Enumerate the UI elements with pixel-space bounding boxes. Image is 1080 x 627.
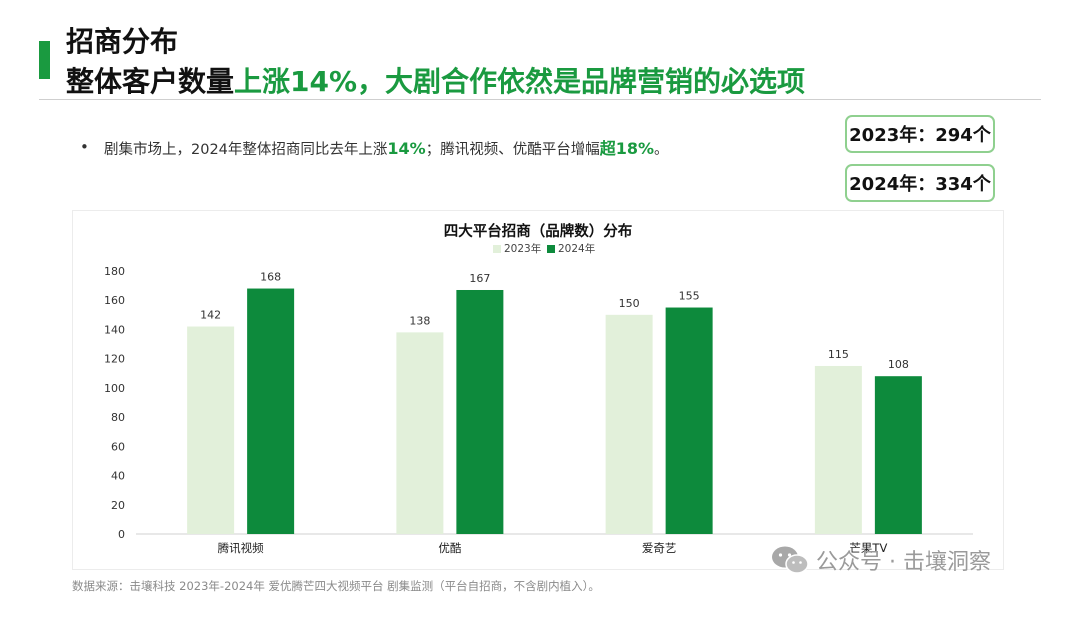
bullet-text-part2: ；腾讯视频、优酷平台增幅 <box>425 142 600 158</box>
bar-2023 <box>187 326 235 534</box>
chart-title: 四大平台招商（品牌数）分布 <box>444 222 633 240</box>
bar-data-label: 150 <box>619 297 640 310</box>
bar-chart: 四大平台招商（品牌数）分布 2023年 2024年 0 20 40 60 80 100 120 14… <box>104 222 973 555</box>
watermark: 公众号 · 击壤洞察 <box>770 544 991 576</box>
legend-label-1: 2023年 <box>504 242 541 255</box>
bar-data-label: 155 <box>679 290 700 303</box>
legend-swatch-1 <box>493 245 501 253</box>
y-tick-label: 40 <box>111 470 125 483</box>
header-divider <box>39 99 1041 100</box>
x-category-label: 优酷 <box>438 541 461 555</box>
bar-data-label: 115 <box>828 348 849 361</box>
bar-data-label: 142 <box>200 309 221 322</box>
x-category-label: 腾讯视频 <box>218 541 264 555</box>
legend-swatch-2 <box>547 245 555 253</box>
subtitle-prefix: 整体客户数量 <box>66 65 235 98</box>
y-tick-label: 160 <box>104 294 125 307</box>
bullet-highlight-1: 14% <box>387 139 426 158</box>
y-tick-label: 120 <box>104 353 125 366</box>
y-tick-label: 80 <box>111 411 125 424</box>
source-footnote: 数据来源：击壤科技 2023年-2024年 爱优腾芒四大视频平台 剧集监测（平台… <box>72 579 600 593</box>
stat-box-2024: 2024年：334个 <box>845 164 995 202</box>
y-tick-label: 60 <box>111 440 125 453</box>
bullet-marker: • <box>80 138 89 156</box>
subtitle-highlight: 上涨14%，大剧合作依然是品牌营销的必选项 <box>234 65 806 98</box>
bar-2024 <box>874 376 922 534</box>
bar-2024 <box>665 307 713 534</box>
stat-box-2023: 2023年：294个 <box>845 115 995 153</box>
bar-data-label: 108 <box>888 358 909 371</box>
y-tick-label: 180 <box>104 265 125 278</box>
legend-label-2: 2024年 <box>558 242 595 255</box>
wechat-icon <box>772 546 809 574</box>
page-title: 招商分布 <box>66 25 179 58</box>
bar-2024 <box>247 288 295 534</box>
bullet-text-part1: 剧集市场上，2024年整体招商同比去年上涨 <box>104 142 388 158</box>
watermark-text: 公众号 · 击壤洞察 <box>816 550 991 575</box>
bar-data-label: 138 <box>409 314 430 327</box>
title-accent-bar <box>39 41 50 79</box>
bar-data-label: 168 <box>260 271 281 284</box>
y-tick-label: 140 <box>104 323 125 336</box>
page-subtitle: 整体客户数量上涨14%，大剧合作依然是品牌营销的必选项 <box>66 60 805 100</box>
bar-2023 <box>605 314 653 534</box>
y-tick-label: 0 <box>118 528 125 541</box>
bullet-text-part3: 。 <box>654 142 669 158</box>
chart-panel: 四大平台招商（品牌数）分布 2023年 2024年 0 20 40 60 80 100 120 14… <box>72 210 1004 570</box>
y-tick-label: 20 <box>111 499 125 512</box>
y-tick-label: 100 <box>104 382 125 395</box>
x-category-label: 爱奇艺 <box>642 541 677 555</box>
bullet-text: 剧集市场上，2024年整体招商同比去年上涨14%；腾讯视频、优酷平台增幅超18%… <box>104 135 669 159</box>
bar-2023 <box>396 332 444 534</box>
x-category-label: 芒果TV <box>849 541 887 555</box>
bullet-highlight-2: 超18% <box>599 139 655 158</box>
bar-2024 <box>456 289 504 534</box>
bar-2023 <box>814 365 862 534</box>
bar-data-label: 167 <box>469 272 490 285</box>
